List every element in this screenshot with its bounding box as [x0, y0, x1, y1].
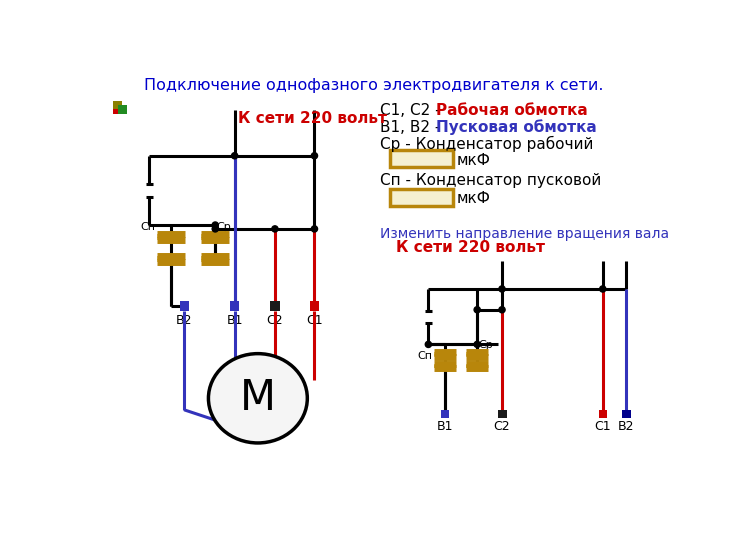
FancyBboxPatch shape: [498, 410, 507, 418]
Circle shape: [426, 341, 431, 347]
FancyBboxPatch shape: [118, 105, 127, 114]
Text: Изменить направление вращения вала: Изменить направление вращения вала: [380, 227, 669, 241]
Text: К сети 220 вольт: К сети 220 вольт: [396, 240, 545, 255]
FancyBboxPatch shape: [434, 363, 456, 368]
FancyBboxPatch shape: [434, 352, 456, 357]
Text: В1, В2 -: В1, В2 -: [380, 119, 445, 134]
Text: В1: В1: [437, 420, 453, 433]
FancyBboxPatch shape: [466, 352, 488, 357]
Text: мкФ: мкФ: [456, 192, 490, 207]
Text: Рабочая обмотка: Рабочая обмотка: [436, 104, 588, 118]
FancyBboxPatch shape: [157, 256, 185, 262]
Text: В2: В2: [176, 314, 193, 326]
Circle shape: [212, 222, 218, 228]
Circle shape: [312, 153, 318, 159]
FancyBboxPatch shape: [441, 410, 449, 418]
FancyBboxPatch shape: [622, 410, 631, 418]
Text: С1: С1: [594, 420, 611, 433]
Circle shape: [272, 226, 278, 232]
Circle shape: [599, 286, 606, 292]
Text: В1: В1: [226, 314, 243, 326]
Text: В2: В2: [618, 420, 634, 433]
Text: Сп: Сп: [418, 351, 432, 361]
Ellipse shape: [209, 354, 307, 443]
FancyBboxPatch shape: [180, 301, 189, 310]
FancyBboxPatch shape: [390, 150, 453, 167]
Text: С1: С1: [306, 314, 323, 326]
Circle shape: [212, 226, 218, 232]
FancyBboxPatch shape: [201, 256, 229, 262]
Text: Ср: Ср: [217, 222, 231, 232]
FancyBboxPatch shape: [599, 410, 607, 418]
Text: Ср - Конденсатор рабочий: Ср - Конденсатор рабочий: [380, 136, 593, 152]
FancyBboxPatch shape: [310, 301, 319, 310]
Circle shape: [312, 226, 318, 232]
Circle shape: [474, 341, 480, 347]
Text: Сп: Сп: [141, 222, 155, 232]
Circle shape: [231, 153, 238, 159]
FancyBboxPatch shape: [113, 101, 122, 110]
Text: М: М: [240, 377, 276, 419]
Text: Ср: Ср: [479, 340, 493, 350]
Circle shape: [499, 286, 505, 292]
Text: С2: С2: [493, 420, 510, 433]
FancyBboxPatch shape: [113, 109, 118, 114]
Text: мкФ: мкФ: [456, 153, 490, 168]
FancyBboxPatch shape: [157, 234, 185, 240]
FancyBboxPatch shape: [390, 189, 453, 206]
Text: Пусковая обмотка: Пусковая обмотка: [436, 119, 597, 136]
Circle shape: [499, 307, 505, 313]
Circle shape: [474, 307, 480, 313]
Text: Подключение однофазного электродвигателя к сети.: Подключение однофазного электродвигателя…: [145, 78, 604, 93]
Text: С2: С2: [266, 314, 283, 326]
Text: Сп - Конденсатор пусковой: Сп - Конденсатор пусковой: [380, 174, 602, 189]
FancyBboxPatch shape: [230, 301, 239, 310]
FancyBboxPatch shape: [201, 234, 229, 240]
Text: К сети 220 вольт: К сети 220 вольт: [239, 111, 388, 126]
FancyBboxPatch shape: [466, 363, 488, 368]
FancyBboxPatch shape: [270, 301, 280, 310]
Text: С1, С2 -: С1, С2 -: [380, 104, 446, 118]
